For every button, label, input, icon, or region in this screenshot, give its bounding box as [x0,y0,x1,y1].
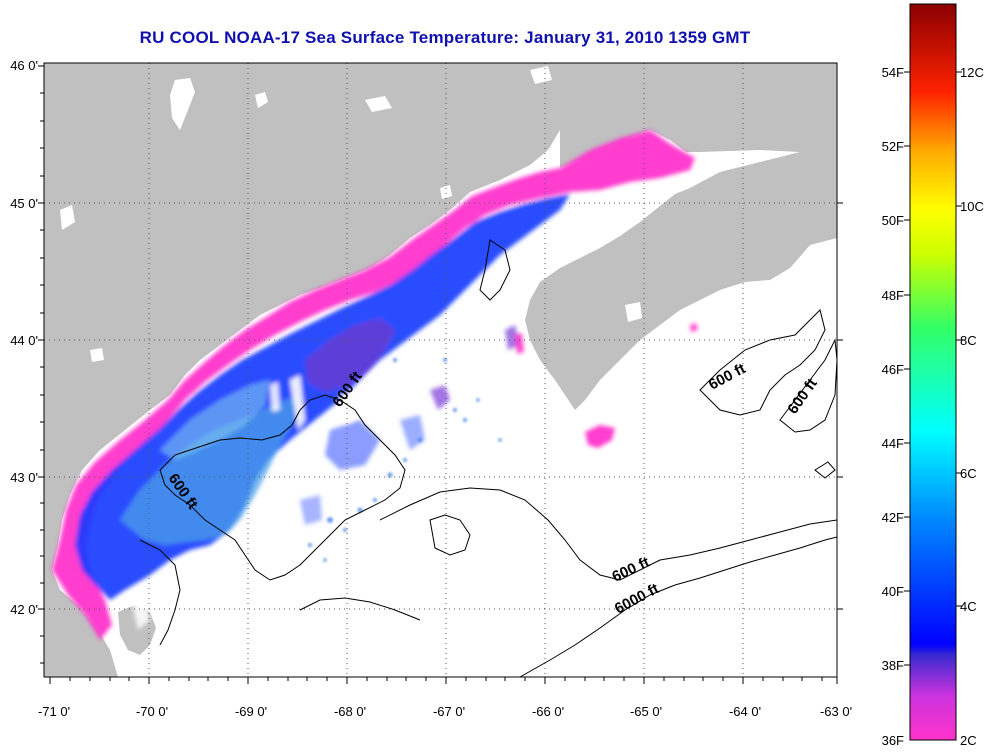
colorbar-f-label: 46F [882,362,904,377]
colorbar-f-label: 36F [882,733,904,748]
colorbar-labels-c: 12C 10C 8C 6C 4C 2C [960,65,984,748]
land-new-england [44,63,560,677]
sst-speckles [308,358,502,562]
land-canada-north [525,63,837,410]
colorbar-c-label: 10C [960,199,984,214]
contour-6000ft [519,536,837,677]
colorbar-f-label: 44F [882,436,904,451]
lon-tick-label: -69 0' [235,704,267,719]
axis-ticks [38,65,843,684]
colorbar-labels-f: 54F 52F 50F 48F 46F 44F 42F 40F 38F 36F [882,65,904,748]
colorbar-ticks [904,71,962,666]
colorbar-f-label: 38F [882,658,904,673]
contour-600ft-gulf [159,394,406,581]
colorbar-f-label: 50F [882,213,904,228]
lon-tick-label: -67 0' [433,704,465,719]
contour-600ft-scotian-2 [779,338,837,433]
latitude-labels: 46 0' 45 0' 44 0' 43 0' 42 0' [10,58,38,617]
lon-tick-label: -70 0' [136,704,168,719]
lat-tick-label: 45 0' [10,196,38,211]
map-title: RU COOL NOAA-17 Sea Surface Temperature:… [139,28,751,47]
lat-tick-label: 44 0' [10,333,38,348]
sst-imagery [52,130,698,640]
colorbar-f-label: 48F [882,288,904,303]
lat-tick-label: 42 0' [10,602,38,617]
lat-tick-label: 43 0' [10,470,38,485]
colorbar [909,3,957,741]
inland-lakes [60,66,642,362]
lon-tick-label: -65 0' [630,704,662,719]
colorbar-c-label: 12C [960,65,984,80]
colorbar-c-label: 2C [960,733,977,748]
colorbar-c-label: 6C [960,466,977,481]
lon-tick-label: -63 0' [820,704,852,719]
map-frame [43,62,838,678]
colorbar-f-label: 42F [882,510,904,525]
lon-tick-label: -66 0' [532,704,564,719]
colorbar-f-label: 54F [882,65,904,80]
colorbar-f-label: 40F [882,584,904,599]
graticule [44,63,837,677]
contour-600ft-georges [379,487,837,581]
colorbar-f-label: 52F [882,139,904,154]
colorbar-c-label: 4C [960,599,977,614]
lon-tick-label: -68 0' [334,704,366,719]
lon-tick-label: -64 0' [729,704,761,719]
colorbar-c-label: 8C [960,333,977,348]
longitude-labels: -71 0' -70 0' -69 0' -68 0' -67 0' -66 0… [38,704,852,719]
lon-tick-label: -71 0' [38,704,70,719]
lat-tick-label: 46 0' [10,58,38,73]
